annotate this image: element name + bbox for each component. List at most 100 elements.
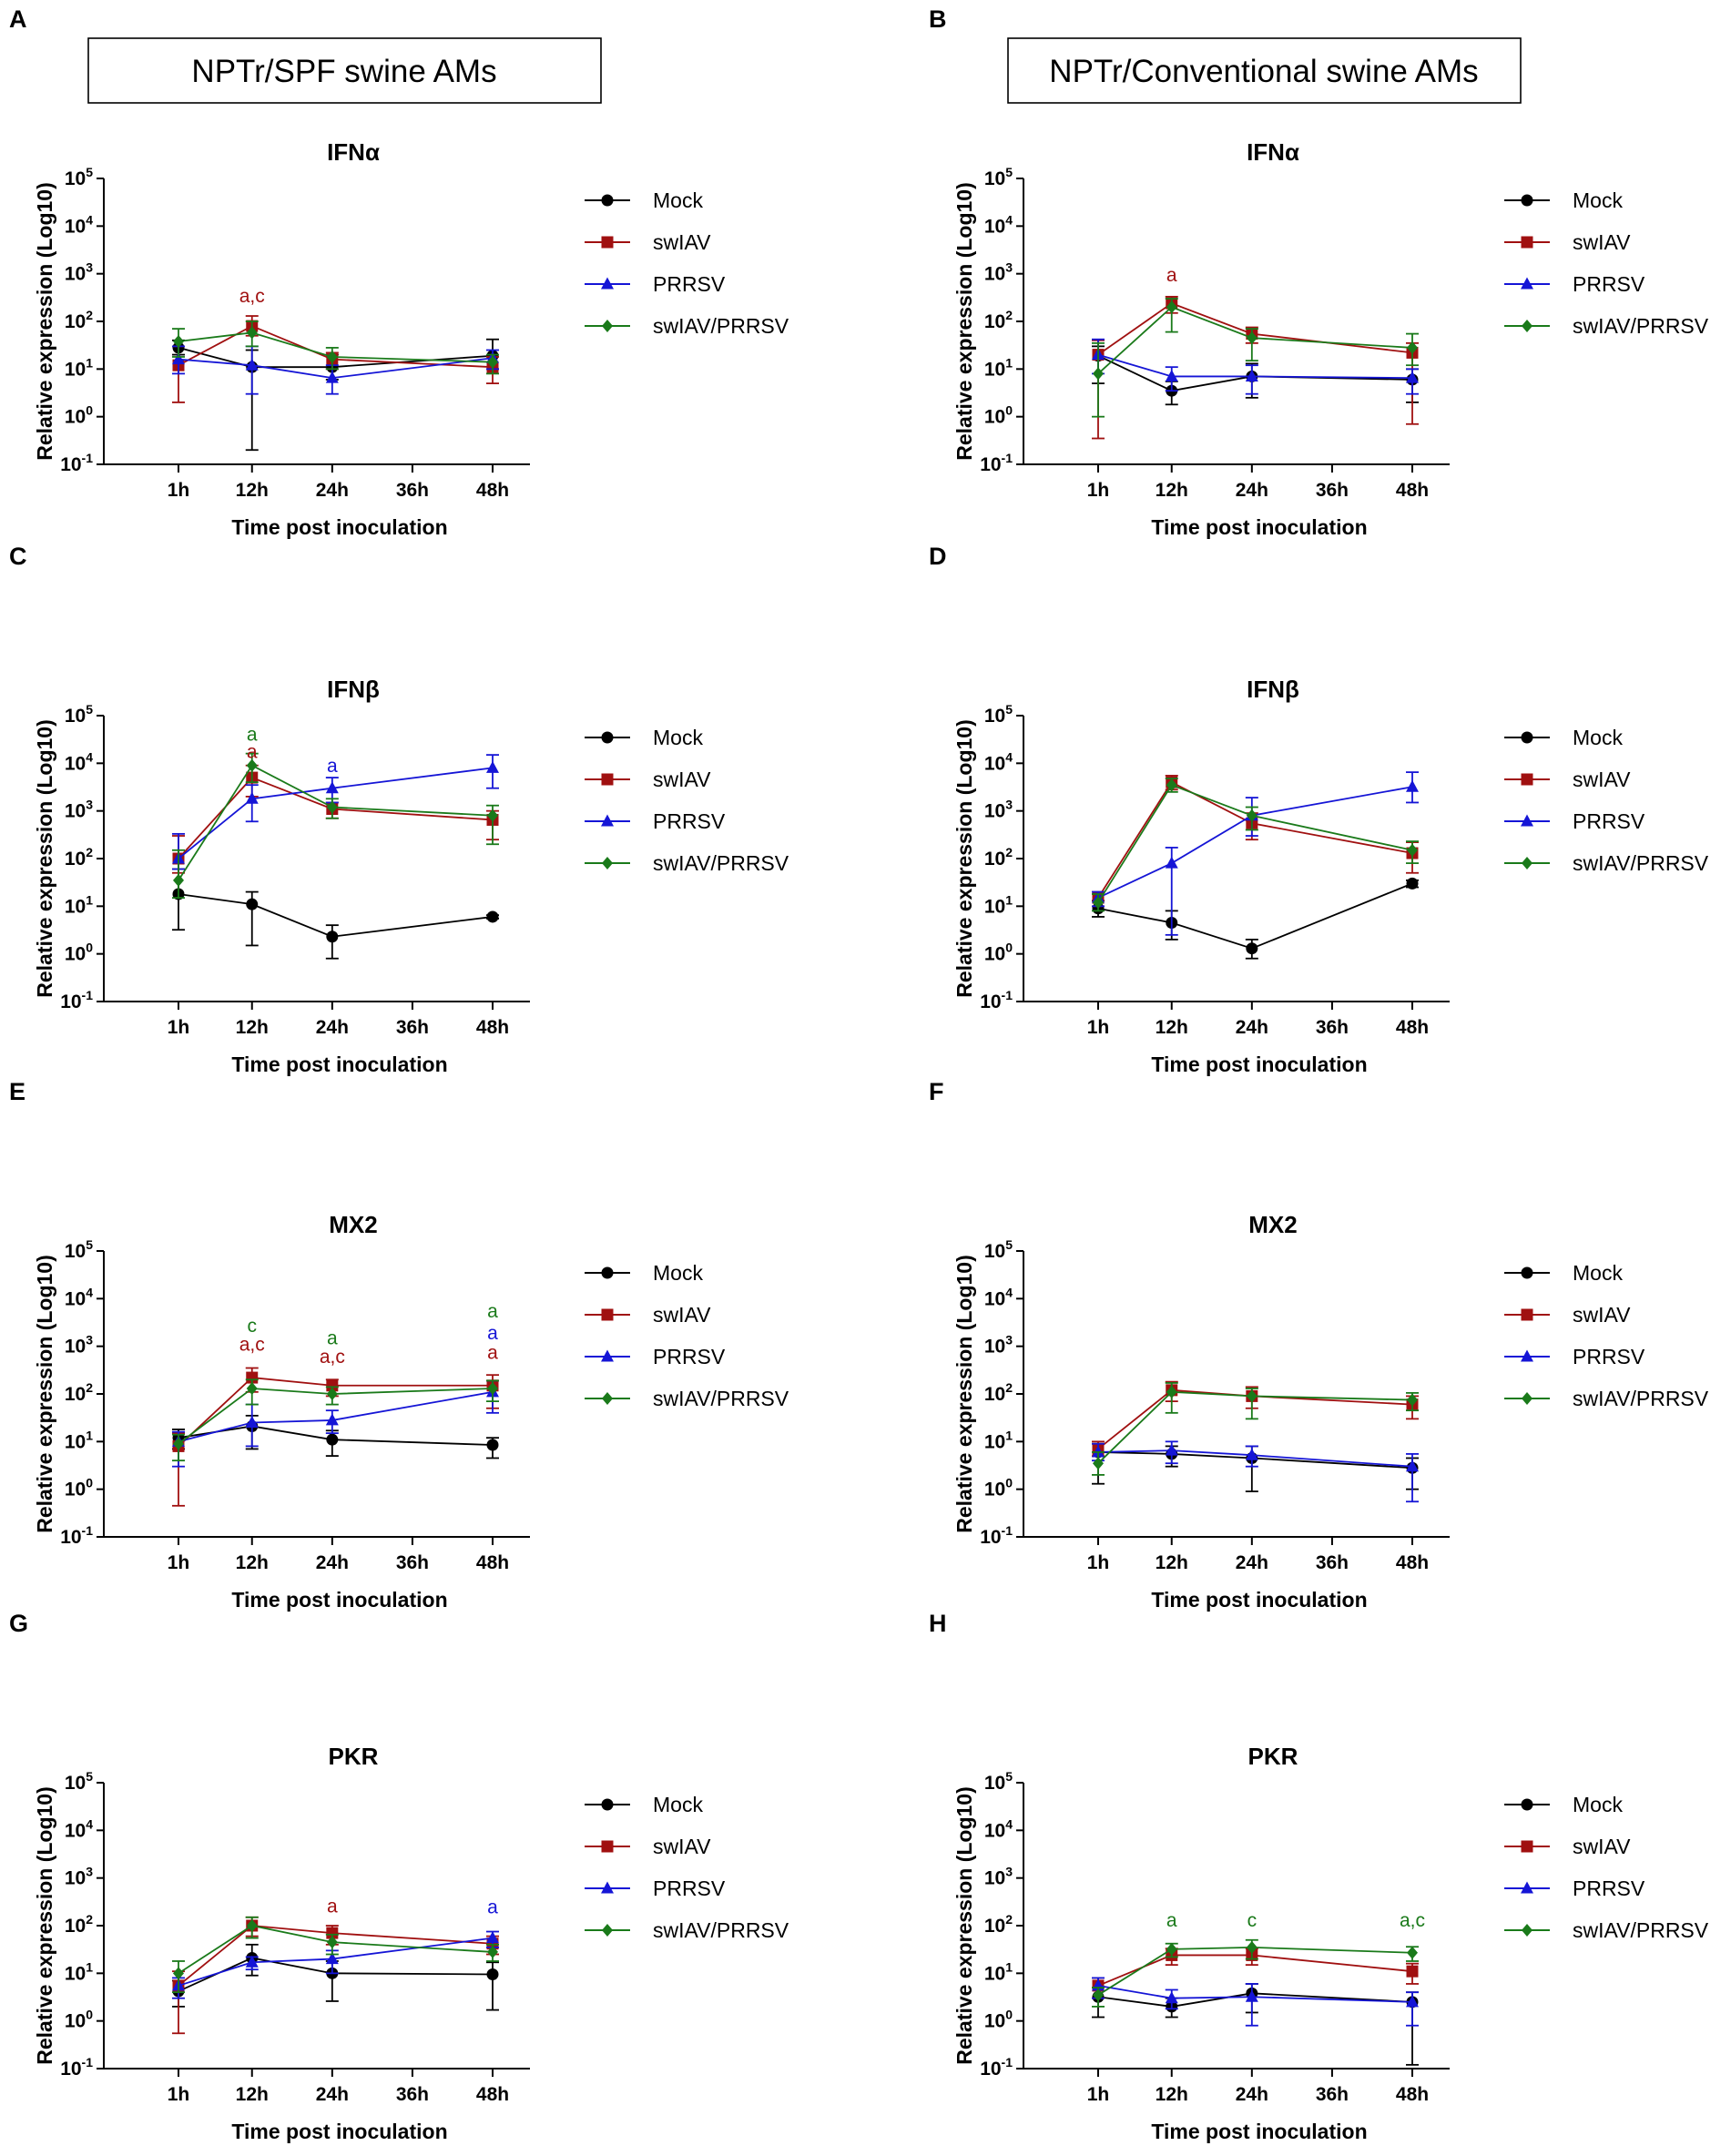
panel-d-series-prrsv bbox=[1092, 771, 1419, 936]
panel-c-x-tick-label: 24h bbox=[316, 1017, 349, 1038]
panel-a-point bbox=[487, 355, 498, 369]
panel-b-letter: B bbox=[929, 5, 947, 33]
panel-h-y-tick-label: 100 bbox=[984, 2008, 1013, 2032]
panel-d-legend-label: Mock bbox=[1573, 726, 1623, 749]
panel-c-point bbox=[487, 808, 498, 822]
panel-b-series-line bbox=[1097, 354, 1413, 392]
header-right-text: NPTr/Conventional swine AMs bbox=[1049, 54, 1478, 89]
panel-b-series-mock bbox=[1092, 345, 1419, 406]
panel-h-annotation: a bbox=[1166, 1910, 1177, 1931]
panel-g-letter: G bbox=[9, 1610, 28, 1637]
panel-e-legend-label: Mock bbox=[653, 1261, 703, 1285]
panel-f-point bbox=[1165, 1443, 1178, 1456]
panel-f-series-prrsv bbox=[1092, 1440, 1419, 1503]
panel-f-point bbox=[1406, 1459, 1419, 1472]
panel-b-legend-marker bbox=[1521, 277, 1533, 290]
panel-h-point bbox=[1246, 1940, 1258, 1954]
panel-c-y-tick-label: 103 bbox=[65, 798, 93, 822]
panel-a-y-tick-exponent: 2 bbox=[86, 308, 93, 322]
panel-a-x-axis-label: Time post inoculation bbox=[231, 515, 447, 539]
panel-b-point bbox=[1165, 369, 1178, 381]
panel-b-x-tick-label: 24h bbox=[1236, 480, 1268, 501]
panel-d-series-line bbox=[1097, 882, 1413, 950]
panel-a-x-tick-label: 48h bbox=[476, 480, 509, 501]
panel-d-y-tick-label: 101 bbox=[984, 892, 1013, 917]
panel-d-point bbox=[1406, 877, 1419, 890]
panel-h-point bbox=[1407, 1946, 1418, 1959]
panel-c-x-axis-label: Time post inoculation bbox=[231, 1053, 447, 1076]
panel-a-y-tick-exponent: 3 bbox=[86, 260, 93, 275]
panel-g-series-line bbox=[178, 1925, 494, 1975]
panel-b-y-tick-label: 100 bbox=[984, 403, 1013, 428]
panel-e-legend-marker bbox=[601, 1308, 614, 1321]
panel-g-point bbox=[326, 1927, 339, 1939]
panel-f-y-tick-label: 101 bbox=[984, 1428, 1013, 1452]
panel-h-y-axis-label: Relative expression (Log10) bbox=[952, 1786, 976, 2065]
panel-d-series-line bbox=[1097, 786, 1413, 899]
panel-e-legend: Mock swIAV PRRSV swIAV/PRRSV bbox=[585, 1261, 789, 1410]
panel-a-y-tick-label: 104 bbox=[65, 212, 93, 237]
panel-h-y-tick-label: 104 bbox=[984, 1816, 1013, 1841]
panel-f-series-line bbox=[1097, 1390, 1413, 1464]
panel-a-legend-item-swiav-prrsv: swIAV/PRRSV bbox=[585, 314, 789, 338]
panel-e-y-tick-exponent: 4 bbox=[86, 1285, 93, 1299]
panel-a-y-tick-label: 101 bbox=[65, 355, 93, 380]
panel-g-point bbox=[486, 1968, 499, 1980]
panel-g-y-tick-exponent: 1 bbox=[86, 1959, 93, 1974]
panel-c-point bbox=[173, 873, 184, 887]
panel-b-series-prrsv bbox=[1092, 338, 1419, 395]
panel-f-legend-marker bbox=[1521, 1308, 1533, 1321]
panel-c-y-tick-exponent: 2 bbox=[86, 845, 93, 859]
panel-g-legend-item-prrsv: PRRSV bbox=[585, 1876, 726, 1900]
panel-b-y-tick-exponent: 2 bbox=[1005, 308, 1013, 322]
panel-g-point bbox=[486, 1931, 499, 1944]
panel-b-y-tick-exponent: 4 bbox=[1005, 212, 1013, 227]
panel-b-y-tick-label: 10-1 bbox=[980, 451, 1013, 475]
panel-h-x-tick-label: 1h bbox=[1087, 2084, 1110, 2105]
panel-a-series-line bbox=[178, 325, 494, 369]
panel-d-legend-item-prrsv: PRRSV bbox=[1504, 809, 1645, 833]
panel-c-letter: C bbox=[9, 543, 27, 570]
panel-c-legend-item-prrsv: PRRSV bbox=[585, 809, 726, 833]
panel-g-y-tick-label: 103 bbox=[65, 1865, 93, 1889]
panel-d-y-tick-exponent: -1 bbox=[1002, 988, 1013, 1002]
panel-h-y-tick-exponent: 5 bbox=[1005, 1769, 1013, 1784]
panel-g-legend: Mock swIAV PRRSV swIAV/PRRSV bbox=[585, 1793, 789, 1942]
panel-e-point bbox=[487, 1382, 498, 1396]
panel-e-legend-marker bbox=[602, 1392, 613, 1405]
panel-a-point bbox=[245, 358, 259, 371]
panel-g-legend-label: Mock bbox=[653, 1793, 703, 1816]
panel-e-y-tick-label: 104 bbox=[65, 1285, 93, 1309]
panel-h-legend: Mock swIAV PRRSV swIAV/PRRSV bbox=[1504, 1793, 1709, 1942]
panel-g-y-tick-exponent: 5 bbox=[86, 1769, 93, 1784]
panel-g-y-tick-label: 102 bbox=[65, 1912, 93, 1937]
panel-a-point bbox=[172, 352, 185, 365]
panel-e-annotation: a,c bbox=[320, 1347, 345, 1368]
panel-a-legend-marker bbox=[601, 277, 614, 290]
panel-g-series-swiav-prrsv bbox=[172, 1916, 499, 1994]
panel-g-legend-item-swiav-prrsv: swIAV/PRRSV bbox=[585, 1918, 789, 1942]
panel-c-x-tick-label: 48h bbox=[476, 1017, 509, 1038]
panel-c-y-tick-exponent: -1 bbox=[82, 988, 94, 1002]
panel-c-series-swiav-prrsv bbox=[172, 752, 499, 900]
panel-b-legend-marker bbox=[1522, 320, 1532, 332]
panel-c-series-line bbox=[178, 767, 494, 859]
panel-b-legend-label: PRRSV bbox=[1573, 272, 1645, 296]
panel-c-y-tick-label: 104 bbox=[65, 749, 93, 774]
panel-c-series-swiav bbox=[172, 764, 499, 874]
panel-d-y-tick-exponent: 5 bbox=[1005, 702, 1013, 717]
panel-h-legend-item-swiav-prrsv: swIAV/PRRSV bbox=[1504, 1918, 1709, 1942]
panel-f-x-tick-label: 48h bbox=[1396, 1552, 1429, 1573]
panel-c-y-tick-exponent: 0 bbox=[86, 941, 93, 955]
panel-c-legend-item-mock: Mock bbox=[585, 726, 703, 749]
panel-e-title: MX2 bbox=[329, 1211, 377, 1238]
panel-c-point bbox=[326, 800, 338, 814]
panel-f-series-line bbox=[1097, 1449, 1413, 1468]
panel-a-x-tick-label: 1h bbox=[168, 480, 190, 501]
panel-c-legend-item-swiav: swIAV bbox=[585, 768, 711, 791]
panel-b-x-tick-label: 48h bbox=[1396, 480, 1429, 501]
